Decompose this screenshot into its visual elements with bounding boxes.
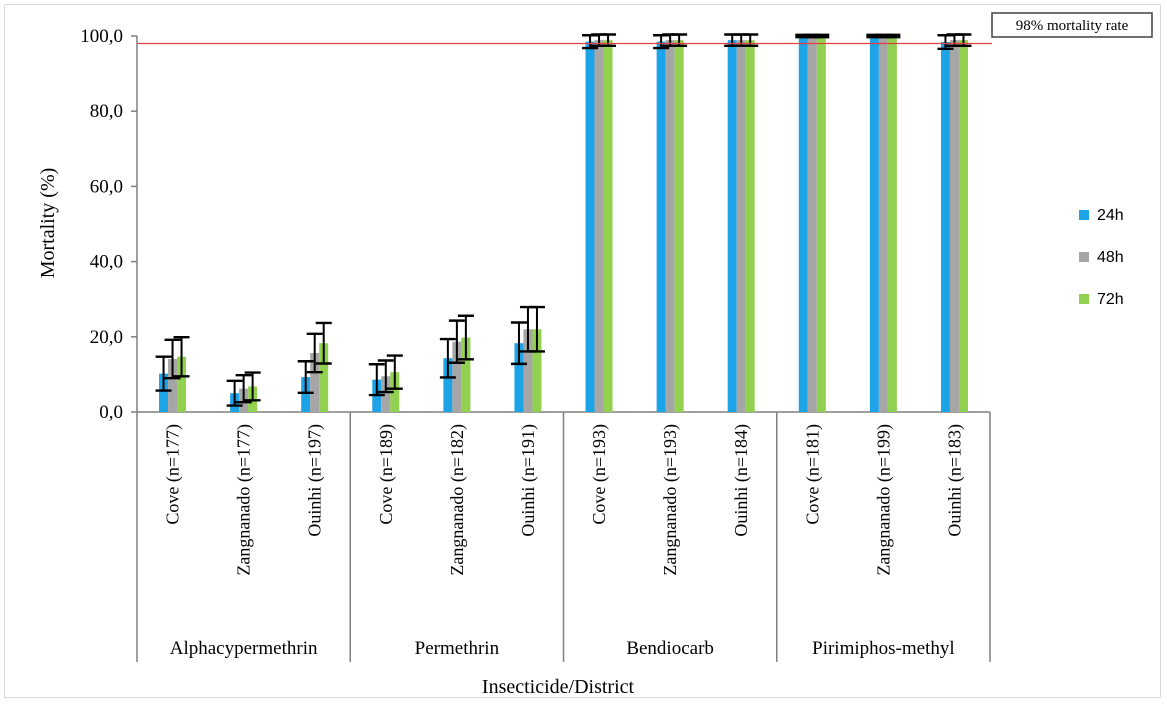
bar-24h (727, 40, 737, 413)
reference-label-box (991, 12, 1153, 38)
labels-layer: Mortality (%) Insecticide/District (37, 168, 635, 698)
bars-layer (159, 36, 968, 413)
bar-24h (443, 358, 453, 412)
group-label: Pirimiphos-methyl (812, 638, 955, 659)
bar-72h (319, 343, 329, 412)
bar-72h (461, 337, 471, 412)
bar-24h (798, 36, 808, 412)
bar-48h (168, 358, 178, 412)
bar-48h (452, 341, 462, 412)
bar-24h (301, 377, 311, 412)
category-label: Zangnanado (n=182) (447, 424, 468, 576)
bar-48h (949, 40, 959, 413)
category-label: Ouinhi (n=183) (944, 424, 965, 537)
bar-48h (736, 40, 746, 413)
legend-swatch-72h (1079, 294, 1089, 304)
legend-swatch-24h (1079, 210, 1089, 220)
bar-72h (958, 40, 968, 413)
reference-line-layer: 98% mortality rate (137, 12, 1153, 45)
bar-72h (177, 356, 187, 412)
legend-label-48h: 48h (1097, 249, 1124, 266)
bar-72h (532, 329, 542, 412)
y-tick-label: 20,0 (90, 327, 123, 348)
bar-48h (807, 36, 817, 412)
bar-24h (656, 41, 666, 412)
bar-48h (594, 40, 604, 413)
error-bars-layer (155, 33, 972, 407)
chart-frame (4, 4, 1161, 698)
x-axis-label: Insecticide/District (482, 676, 635, 698)
legend: 24h 48h 72h (1079, 207, 1124, 308)
legend-swatch-48h (1079, 252, 1089, 262)
y-tick-label: 40,0 (90, 252, 123, 273)
bar-48h (665, 40, 675, 413)
bar-48h (878, 36, 888, 412)
bar-72h (674, 40, 684, 413)
bar-48h (523, 329, 533, 412)
bar-72h (603, 40, 613, 413)
bar-24h (869, 36, 879, 412)
group-label: Alphacypermethrin (170, 638, 318, 659)
bar-24h (940, 42, 950, 413)
y-tick-label: 0,0 (99, 402, 123, 423)
bar-48h (381, 376, 391, 412)
bar-72h (816, 36, 826, 412)
bar-72h (390, 372, 400, 412)
reference-label: 98% mortality rate (1016, 18, 1129, 34)
category-label: Cove (n=177) (163, 424, 184, 525)
category-label: Cove (n=193) (589, 424, 610, 525)
group-label: Permethrin (415, 638, 500, 659)
y-tick-label: 80,0 (90, 101, 123, 122)
category-label: Ouinhi (n=191) (518, 424, 539, 537)
category-label: Zangnanado (n=177) (234, 424, 255, 576)
y-tick-label: 100,0 (80, 26, 123, 47)
bar-24h (514, 343, 524, 412)
bar-48h (310, 352, 320, 412)
legend-label-24h: 24h (1097, 207, 1124, 224)
bar-72h (745, 40, 755, 413)
y-tick-label: 60,0 (90, 176, 123, 197)
bar-24h (585, 41, 595, 412)
category-label: Zangnanado (n=193) (660, 424, 681, 576)
y-axis-label: Mortality (%) (37, 168, 59, 279)
category-label: Cove (n=181) (802, 424, 823, 525)
category-label: Cove (n=189) (376, 424, 397, 525)
legend-label-72h: 72h (1097, 291, 1124, 308)
bar-72h (887, 36, 897, 412)
category-label: Ouinhi (n=197) (305, 424, 326, 537)
bar-24h (159, 373, 169, 412)
category-label: Ouinhi (n=184) (731, 424, 752, 537)
category-label: Zangnanado (n=199) (873, 424, 894, 576)
axes-layer: 0,0 20,0 40,0 60,0 80,0 100,0 Cove (n=177) Zang… (80, 26, 991, 662)
group-label: Bendiocarb (626, 638, 714, 659)
